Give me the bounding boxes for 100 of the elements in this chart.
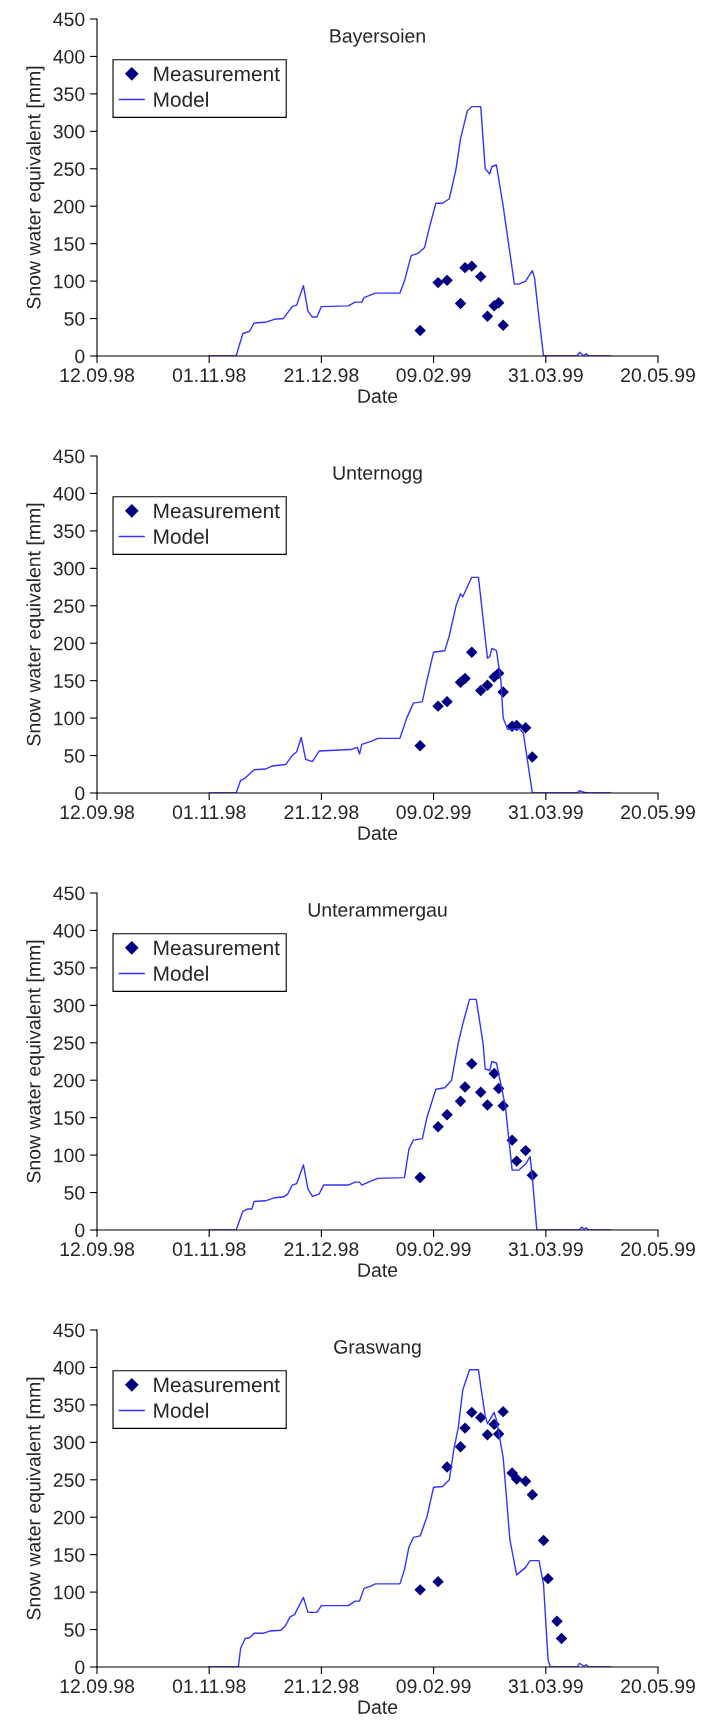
y-tick-label: 350 [53,961,85,976]
y-tick-label: 250 [53,162,85,177]
x-tick-label: 01.11.98 [172,1242,246,1257]
point [555,1632,568,1645]
x-tick-label: 31.03.99 [508,368,583,383]
point [432,1575,444,1588]
y-tick-label: 100 [54,274,85,289]
point [542,1572,554,1585]
x-tick-label: 21.12.98 [284,805,359,820]
point [441,695,453,708]
x-tick-label: 12.09.98 [60,1679,134,1694]
y-tick-label: 100 [54,711,85,726]
point [454,1095,467,1107]
y-tick-label: 200 [53,199,85,214]
y-tick-label: 100 [54,1148,85,1163]
point [475,1086,487,1098]
y-tick-label: 0 [75,349,85,364]
x-axis-title: Date [358,389,398,403]
y-tick-label: 450 [53,12,85,27]
y-tick-label: 50 [64,1623,85,1637]
y-tick-label: 100 [54,1585,85,1600]
y-tick-label: 150 [54,1111,85,1125]
point [475,1411,487,1424]
chart-title: Bayersoien [330,28,425,47]
y-tick-label: 250 [53,599,85,614]
point [459,672,471,685]
x-axis-title: Date [358,826,398,840]
point [432,276,444,289]
point [510,1155,523,1167]
point [519,1475,532,1487]
x-tick-label: 20.05.99 [621,1242,695,1257]
legend-label: Measurement [154,503,280,519]
point [488,1067,500,1080]
x-axis-title: Date [358,1263,398,1277]
y-tick-label: 50 [64,312,85,326]
legend-label: Model [154,528,208,544]
point [537,1534,550,1547]
y-tick-label: 350 [53,1398,85,1413]
y-tick-label: 0 [75,786,85,801]
point [441,274,453,287]
point [441,1108,453,1121]
y-tick-label: 400 [53,49,85,64]
y-tick-label: 450 [53,449,85,464]
point [519,1144,532,1157]
point [526,1489,539,1501]
chart-title: Graswang [334,1340,421,1358]
x-tick-label: 21.12.98 [284,1242,359,1257]
y-tick-label: 250 [53,1473,85,1488]
y-tick-label: 400 [53,486,85,501]
x-tick-label: 12.09.98 [60,368,134,383]
y-tick-label: 150 [54,237,85,251]
point [414,1171,426,1184]
y-tick-label: 400 [53,1360,85,1375]
point [466,646,478,658]
x-tick-label: 01.11.98 [172,805,246,820]
y-tick-label: 450 [53,886,85,901]
x-tick-label: 09.02.99 [396,805,471,820]
y-tick-label: 50 [64,749,85,763]
y-tick-label: 0 [75,1223,85,1238]
point [481,1429,494,1441]
x-tick-label: 21.12.98 [284,1679,359,1694]
y-tick-label: 250 [53,1036,85,1051]
point [466,1406,478,1419]
point [481,679,494,691]
point [497,1405,509,1418]
x-axis-title: Date [358,1700,398,1714]
point [481,310,494,323]
y-tick-label: 300 [53,998,85,1013]
legend-label: Measurement [154,1377,280,1393]
point [414,740,426,752]
legend-label: Model [154,965,208,981]
y-tick-label: 450 [53,1323,85,1338]
point [414,324,426,337]
x-tick-label: 01.11.98 [172,368,246,383]
point [459,1422,471,1434]
point [551,1615,563,1628]
x-tick-label: 20.05.99 [621,805,695,820]
point [414,1584,426,1596]
y-tick-label: 200 [53,636,85,651]
point [466,1058,478,1070]
y-tick-label: 200 [53,1073,85,1088]
x-tick-label: 12.09.98 [60,1242,134,1257]
point [454,297,467,310]
point [475,684,487,697]
x-tick-label: 09.02.99 [396,1242,471,1257]
x-tick-label: 12.09.98 [60,805,134,820]
x-tick-label: 20.05.99 [621,1679,695,1694]
y-tick-label: 400 [53,923,85,938]
x-tick-label: 31.03.99 [508,805,583,820]
point [454,1441,467,1453]
x-tick-label: 01.11.98 [172,1679,246,1694]
y-tick-label: 350 [53,87,85,102]
chart-title: Unterammergau [308,903,447,921]
y-tick-label: 200 [53,1510,85,1525]
point [432,1120,444,1133]
y-tick-label: 50 [64,1186,85,1200]
x-tick-label: 31.03.99 [508,1679,583,1694]
y-tick-label: 350 [53,524,85,539]
y-axis-title: Snow water equivalent [mm] [26,503,45,746]
legend-label: Measurement [154,66,280,82]
